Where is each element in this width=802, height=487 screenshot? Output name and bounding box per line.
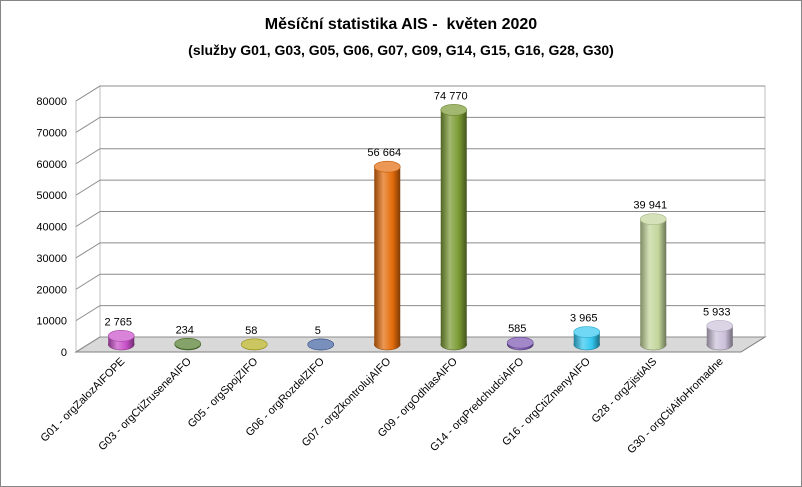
y-tick-label: 80000 bbox=[36, 96, 67, 108]
data-label: 3 965 bbox=[570, 313, 598, 325]
y-tick-label: 20000 bbox=[36, 284, 67, 296]
gridline bbox=[75, 305, 765, 322]
bar-g14 bbox=[506, 336, 534, 351]
y-tick-label: 0 bbox=[61, 347, 67, 359]
bar-top bbox=[240, 338, 268, 351]
gridlines bbox=[75, 85, 765, 353]
y-tick-label: 10000 bbox=[36, 316, 67, 328]
bar-top bbox=[307, 338, 335, 351]
y-tick-label: 30000 bbox=[36, 253, 67, 265]
bar-top bbox=[440, 104, 468, 116]
data-label: 58 bbox=[245, 325, 257, 337]
bar-g06 bbox=[307, 338, 335, 351]
bar-g09 bbox=[440, 104, 468, 351]
gridline bbox=[75, 85, 765, 102]
bar-body bbox=[640, 219, 667, 345]
data-label: 5 933 bbox=[703, 306, 731, 318]
bar-top bbox=[174, 337, 202, 350]
bar-top bbox=[107, 330, 135, 342]
data-label: 585 bbox=[508, 323, 526, 335]
bar-g30 bbox=[706, 320, 734, 351]
y-tick-label: 50000 bbox=[36, 190, 67, 202]
data-label: 234 bbox=[176, 324, 194, 336]
data-label: 56 664 bbox=[367, 147, 401, 159]
y-tick-label: 40000 bbox=[36, 222, 67, 234]
y-tick-label: 60000 bbox=[36, 159, 67, 171]
chart-title: Měsíční statistika AIS - květen 2020 bbox=[264, 16, 538, 33]
bar-g28 bbox=[639, 213, 667, 351]
bar-top bbox=[506, 336, 534, 349]
y-tick-label: 70000 bbox=[36, 127, 67, 139]
data-label: 74 770 bbox=[434, 90, 468, 102]
bar-g16 bbox=[573, 326, 601, 351]
y-axis: 0 10000 20000 30000 40000 50000 60000 70000 8000… bbox=[36, 96, 67, 359]
bar-top bbox=[573, 326, 601, 338]
bar-top bbox=[706, 320, 734, 332]
bar-g07 bbox=[373, 160, 401, 351]
bar-g01 bbox=[107, 330, 135, 351]
gridline bbox=[75, 148, 765, 165]
bar-body bbox=[440, 109, 467, 345]
bars bbox=[107, 104, 734, 351]
data-label: 2 765 bbox=[104, 316, 132, 328]
bar-top bbox=[639, 213, 667, 225]
gridline bbox=[75, 273, 765, 290]
chart-subtitle: (služby G01, G03, G05, G06, G07, G09, G1… bbox=[188, 42, 614, 58]
gridline bbox=[75, 336, 765, 353]
gridline bbox=[75, 211, 765, 227]
gridline bbox=[75, 242, 765, 259]
data-label: 5 bbox=[315, 325, 321, 337]
gridline bbox=[75, 116, 765, 133]
bar-g05 bbox=[240, 338, 268, 351]
bar-g03 bbox=[174, 337, 202, 351]
gridline bbox=[75, 179, 765, 196]
bar-body bbox=[374, 166, 401, 345]
bar-top bbox=[373, 160, 401, 173]
data-label: 39 941 bbox=[633, 200, 667, 212]
